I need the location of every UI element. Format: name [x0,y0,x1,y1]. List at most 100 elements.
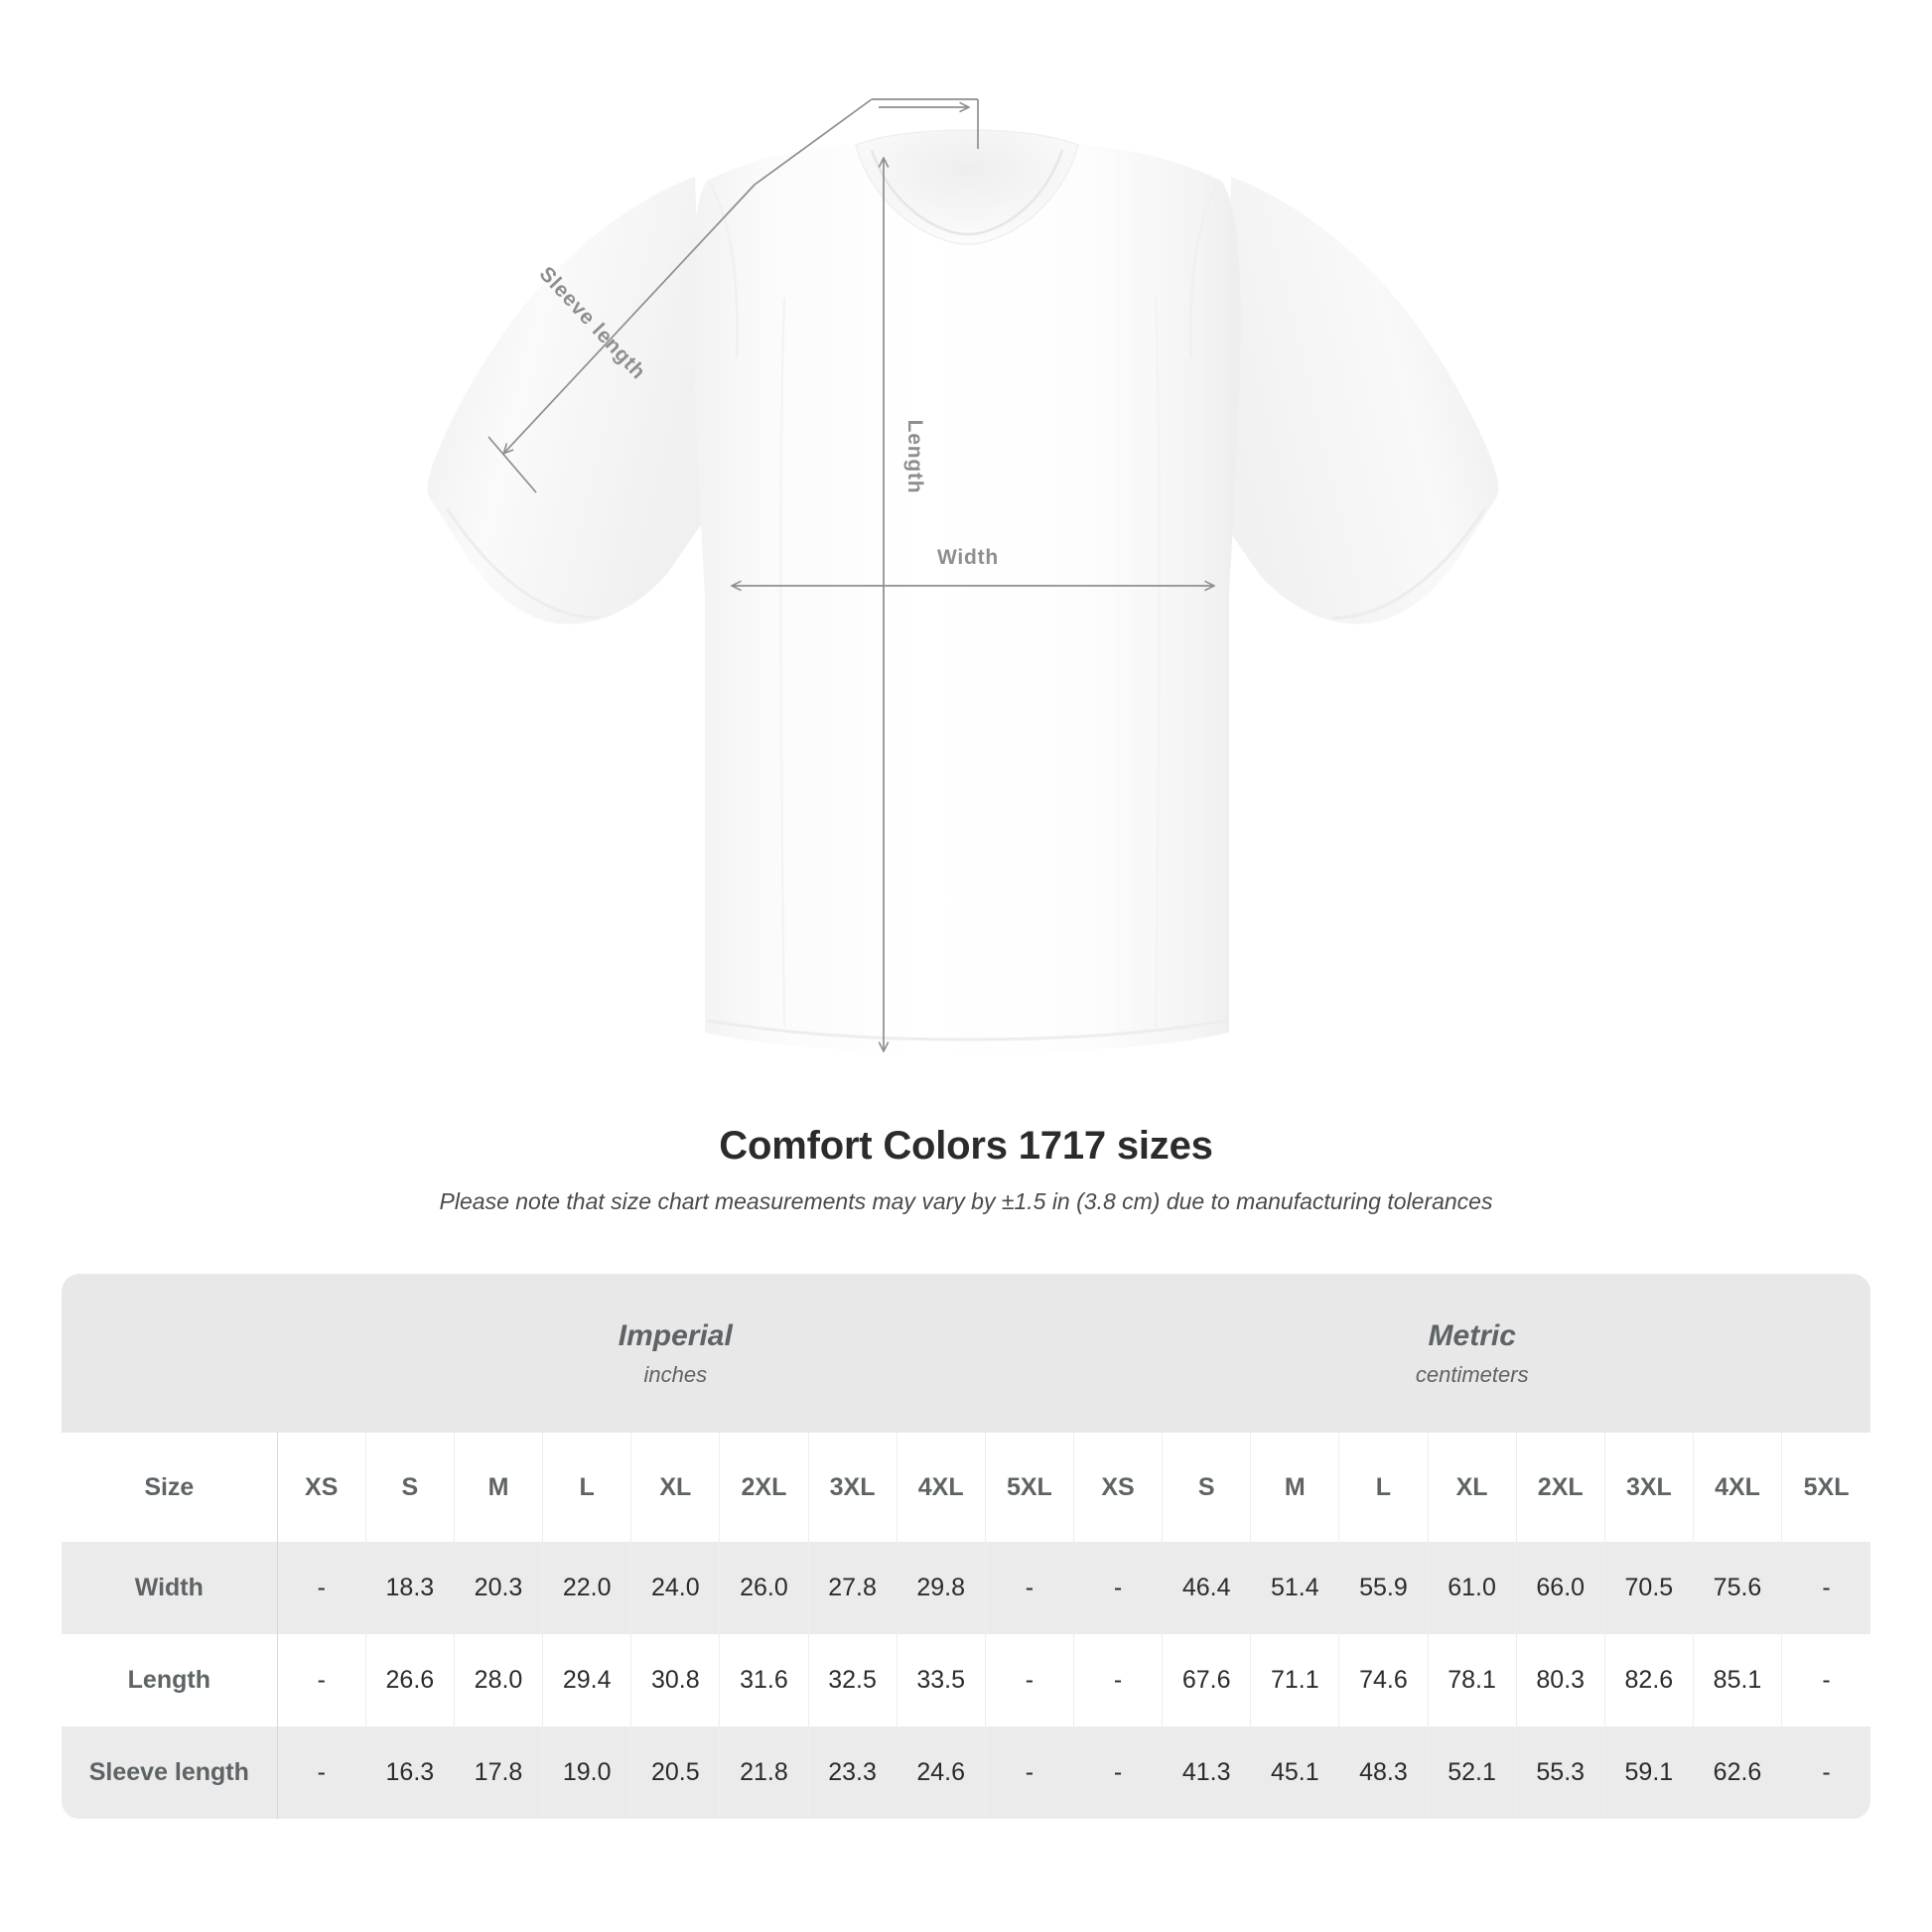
col-header-imperial-s: S [365,1433,455,1542]
cell-width-imperial-l: 22.0 [542,1542,632,1634]
col-header-imperial-xs: XS [277,1433,366,1542]
col-header-imperial-2xl: 2XL [719,1433,809,1542]
col-header-imperial-4xl: 4XL [897,1433,986,1542]
tshirt-illustration: Sleeve length Length Width [427,98,1499,1052]
col-header-metric-5xl: 5XL [1781,1433,1870,1542]
cell-width-imperial-xs: - [277,1542,366,1634]
cell-sleeve-metric-xl: 52.1 [1428,1726,1517,1819]
cell-width-imperial-s: 18.3 [365,1542,455,1634]
cell-length-metric-2xl: 80.3 [1516,1634,1605,1726]
cell-width-metric-5xl: - [1781,1542,1870,1634]
cell-sleeve-metric-3xl: 59.1 [1604,1726,1694,1819]
cell-width-metric-m: 51.4 [1250,1542,1340,1634]
cell-width-imperial-3xl: 27.8 [808,1542,897,1634]
unit-banner-spacer [62,1274,278,1433]
col-header-imperial-m: M [454,1433,544,1542]
cell-sleeve-imperial-4xl: 24.6 [897,1726,986,1819]
col-header-metric-s: S [1162,1433,1252,1542]
cell-length-metric-3xl: 82.6 [1604,1634,1694,1726]
width-measure: Width [733,546,1213,586]
cell-width-imperial-2xl: 26.0 [719,1542,809,1634]
cell-length-imperial-xl: 30.8 [630,1634,721,1726]
size-table-container: Imperial inches Metric centimeters Size … [62,1274,1870,1819]
unit-group-imperial: Imperial inches [277,1274,1074,1433]
cell-length-metric-s: 67.6 [1162,1634,1252,1726]
row-label-length: Length [62,1634,278,1726]
width-label: Width [937,546,999,569]
cell-width-imperial-5xl: - [985,1542,1074,1634]
col-header-metric-3xl: 3XL [1604,1433,1694,1542]
cell-width-metric-4xl: 75.6 [1693,1542,1783,1634]
cell-length-metric-l: 74.6 [1338,1634,1429,1726]
unit-group-metric-sub: centimeters [1415,1361,1529,1387]
cell-sleeve-metric-xs: - [1072,1726,1164,1819]
col-header-metric-2xl: 2XL [1516,1433,1605,1542]
cell-length-imperial-4xl: 33.5 [897,1634,986,1726]
cell-sleeve-metric-s: 41.3 [1162,1726,1252,1819]
cell-width-imperial-4xl: 29.8 [897,1542,986,1634]
cell-sleeve-imperial-l: 19.0 [542,1726,632,1819]
unit-group-metric-name: Metric [1428,1318,1516,1352]
page-title: Comfort Colors 1717 sizes [719,1124,1213,1168]
length-label: Length [903,420,926,494]
cell-sleeve-imperial-xl: 20.5 [630,1726,721,1819]
unit-group-metric: Metric centimeters [1073,1274,1870,1433]
size-header-row: Size XS S M L XL 2XL 3XL 4XL 5XL XS S M … [62,1433,1870,1542]
cell-width-metric-s: 46.4 [1162,1542,1252,1634]
col-header-imperial-xl: XL [630,1433,721,1542]
cell-length-metric-m: 71.1 [1250,1634,1340,1726]
cell-width-metric-l: 55.9 [1338,1542,1429,1634]
cell-length-metric-4xl: 85.1 [1693,1634,1783,1726]
cell-sleeve-metric-5xl: - [1781,1726,1870,1819]
cell-width-imperial-m: 20.3 [454,1542,544,1634]
cell-length-imperial-xs: - [277,1634,366,1726]
title-block: Comfort Colors 1717 sizes Please note th… [0,1122,1932,1217]
cell-sleeve-imperial-xs: - [277,1726,366,1819]
cell-length-imperial-3xl: 32.5 [808,1634,897,1726]
col-header-metric-xl: XL [1428,1433,1517,1542]
cell-width-imperial-xl: 24.0 [630,1542,721,1634]
tolerance-note: Please note that size chart measurements… [439,1188,1493,1214]
cell-length-metric-xs: - [1072,1634,1164,1726]
cell-sleeve-imperial-5xl: - [985,1726,1074,1819]
cell-length-imperial-5xl: - [985,1634,1074,1726]
cell-sleeve-imperial-m: 17.8 [454,1726,544,1819]
cell-width-metric-3xl: 70.5 [1604,1542,1694,1634]
unit-group-imperial-name: Imperial [618,1318,733,1352]
tshirt-diagram: Sleeve length Length Width [427,98,1499,1052]
col-header-imperial-5xl: 5XL [985,1433,1074,1542]
cell-length-imperial-s: 26.6 [365,1634,455,1726]
col-header-metric-l: L [1338,1433,1429,1542]
cell-sleeve-metric-m: 45.1 [1250,1726,1340,1819]
cell-length-imperial-l: 29.4 [542,1634,632,1726]
cell-width-metric-xs: - [1072,1542,1164,1634]
cell-length-imperial-m: 28.0 [454,1634,544,1726]
cell-length-imperial-2xl: 31.6 [719,1634,809,1726]
cell-sleeve-metric-l: 48.3 [1338,1726,1429,1819]
size-header-label: Size [62,1433,278,1542]
cell-width-metric-xl: 61.0 [1428,1542,1517,1634]
cell-sleeve-metric-4xl: 62.6 [1693,1726,1783,1819]
length-measure: Length [879,99,979,1050]
cell-sleeve-imperial-2xl: 21.8 [719,1726,809,1819]
cell-sleeve-imperial-3xl: 23.3 [808,1726,897,1819]
col-header-metric-xs: XS [1072,1433,1164,1542]
tshirt-shape [427,129,1499,1052]
cell-length-metric-xl: 78.1 [1428,1634,1517,1726]
cell-sleeve-metric-2xl: 55.3 [1516,1726,1605,1819]
cell-width-metric-2xl: 66.0 [1516,1542,1605,1634]
table-row: Sleeve length - 16.3 17.8 19.0 20.5 21.8… [62,1726,1870,1819]
col-header-imperial-l: L [542,1433,632,1542]
row-label-width: Width [62,1542,278,1634]
table-row: Width - 18.3 20.3 22.0 24.0 26.0 27.8 29… [62,1542,1870,1634]
row-label-sleeve-length: Sleeve length [62,1726,278,1819]
col-header-metric-4xl: 4XL [1693,1433,1783,1542]
unit-group-imperial-sub: inches [643,1361,708,1387]
col-header-metric-m: M [1250,1433,1340,1542]
table-row: Length - 26.6 28.0 29.4 30.8 31.6 32.5 3… [62,1634,1870,1726]
size-table: Imperial inches Metric centimeters Size … [62,1274,1870,1819]
cell-sleeve-imperial-s: 16.3 [365,1726,455,1819]
col-header-imperial-3xl: 3XL [808,1433,897,1542]
unit-banner-row: Imperial inches Metric centimeters [62,1274,1870,1433]
